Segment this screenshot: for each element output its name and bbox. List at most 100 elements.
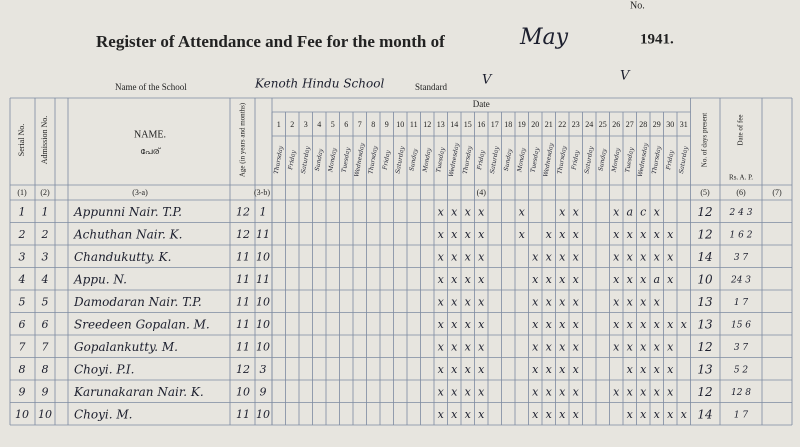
- attendance-mark: x: [654, 363, 661, 376]
- attendance-mark: x: [438, 363, 445, 376]
- attendance-mark: x: [640, 385, 647, 398]
- student-name: Gopalankutty. M.: [74, 340, 178, 354]
- attendance-mark: x: [667, 363, 674, 376]
- weekday: Thursday: [462, 145, 474, 175]
- days-present: 13: [697, 317, 713, 331]
- day-number: 4: [317, 120, 321, 129]
- weekday: Thursday: [651, 145, 663, 175]
- day-number: 22: [558, 120, 566, 129]
- student-name: Choyi. P.I.: [74, 362, 134, 376]
- serial: 7: [19, 340, 26, 353]
- day-number: 25: [599, 120, 607, 129]
- age-months: 10: [256, 340, 270, 353]
- attendance-mark: x: [654, 340, 661, 353]
- attendance-mark: x: [640, 273, 647, 286]
- attendance-mark: x: [478, 228, 485, 241]
- attendance-mark: x: [627, 408, 634, 421]
- attendance-mark: x: [546, 408, 553, 421]
- fee: 3 7: [734, 253, 749, 263]
- attendance-mark: x: [627, 385, 634, 398]
- age-months: 10: [256, 250, 270, 263]
- attendance-mark: x: [532, 363, 539, 376]
- attendance-mark: x: [451, 408, 458, 421]
- title: Register of Attendance and Fee for the m…: [96, 32, 445, 51]
- attendance-mark: x: [613, 340, 620, 353]
- attendance-mark: x: [613, 273, 620, 286]
- attendance-mark: x: [478, 295, 485, 308]
- weekday: Friday: [287, 149, 298, 171]
- attendance-mark: x: [465, 228, 472, 241]
- attendance-mark: x: [640, 228, 647, 241]
- attendance-mark: x: [478, 340, 485, 353]
- fee-header: Date of fee: [737, 114, 745, 145]
- attendance-mark: x: [532, 295, 539, 308]
- attendance-mark: x: [559, 250, 566, 263]
- student-name: Damodaran Nair. T.P.: [73, 295, 202, 309]
- present-header: No. of days present: [701, 113, 709, 167]
- day-number: 5: [331, 120, 335, 129]
- attendance-mark: x: [546, 228, 553, 241]
- weekday: Sunday: [314, 148, 325, 172]
- day-number: 11: [410, 120, 418, 129]
- top-no: No.: [630, 0, 645, 11]
- admission: 9: [42, 385, 49, 398]
- attendance-mark: x: [438, 205, 445, 218]
- admission: 4: [41, 273, 49, 286]
- age-years: 11: [236, 318, 250, 331]
- attendance-mark: x: [667, 273, 674, 286]
- attendance-mark: x: [546, 318, 553, 331]
- weekday: Sunday: [597, 148, 608, 172]
- days-present: 12: [697, 227, 712, 241]
- attendance-mark: x: [640, 250, 647, 263]
- serial: 2: [18, 228, 26, 241]
- division: V: [620, 69, 631, 84]
- attendance-mark: x: [451, 273, 458, 286]
- weekday: Friday: [476, 149, 487, 171]
- age-years: 11: [236, 408, 250, 421]
- attendance-mark: x: [667, 318, 674, 331]
- student-name: Chandukutty. K.: [74, 250, 171, 264]
- attendance-mark: x: [573, 250, 580, 263]
- attendance-mark: x: [573, 363, 580, 376]
- attendance-mark: x: [640, 340, 647, 353]
- attendance-mark: x: [627, 340, 634, 353]
- attendance-mark: x: [438, 228, 445, 241]
- attendance-mark: x: [559, 363, 566, 376]
- age-years: 12: [236, 205, 250, 218]
- attendance-mark: x: [451, 385, 458, 398]
- attendance-mark: x: [532, 273, 539, 286]
- weekday: Monday: [516, 147, 527, 174]
- days-present: 12: [697, 205, 712, 219]
- attendance-mark: x: [465, 205, 472, 218]
- serial: 8: [19, 363, 26, 376]
- admission: 8: [42, 363, 49, 376]
- days-present: 12: [697, 340, 712, 354]
- day-number: 23: [572, 120, 580, 129]
- attendance-mark: x: [451, 295, 458, 308]
- age-months: 3: [260, 363, 267, 376]
- days-present: 12: [697, 385, 712, 399]
- admission-header: Admission No.: [40, 116, 49, 164]
- days-present: 13: [697, 295, 713, 309]
- attendance-mark: x: [613, 318, 620, 331]
- attendance-mark: x: [654, 408, 661, 421]
- attendance-mark: x: [451, 363, 458, 376]
- attendance-mark: x: [465, 408, 472, 421]
- attendance-mark: x: [465, 295, 472, 308]
- fee: 1 7: [734, 298, 749, 308]
- attendance-mark: x: [438, 385, 445, 398]
- attendance-mark: x: [573, 385, 580, 398]
- attendance-mark: x: [546, 295, 553, 308]
- attendance-mark: x: [478, 408, 485, 421]
- day-number: 3: [304, 120, 308, 129]
- attendance-mark: x: [546, 363, 553, 376]
- attendance-mark: x: [559, 228, 566, 241]
- attendance-mark: x: [532, 408, 539, 421]
- attendance-mark: c: [640, 205, 646, 218]
- weekday: Sunday: [408, 148, 419, 172]
- attendance-mark: x: [546, 250, 553, 263]
- attendance-mark: x: [559, 385, 566, 398]
- weekday: Tuesday: [530, 146, 541, 173]
- attendance-mark: x: [654, 250, 661, 263]
- attendance-mark: x: [667, 250, 674, 263]
